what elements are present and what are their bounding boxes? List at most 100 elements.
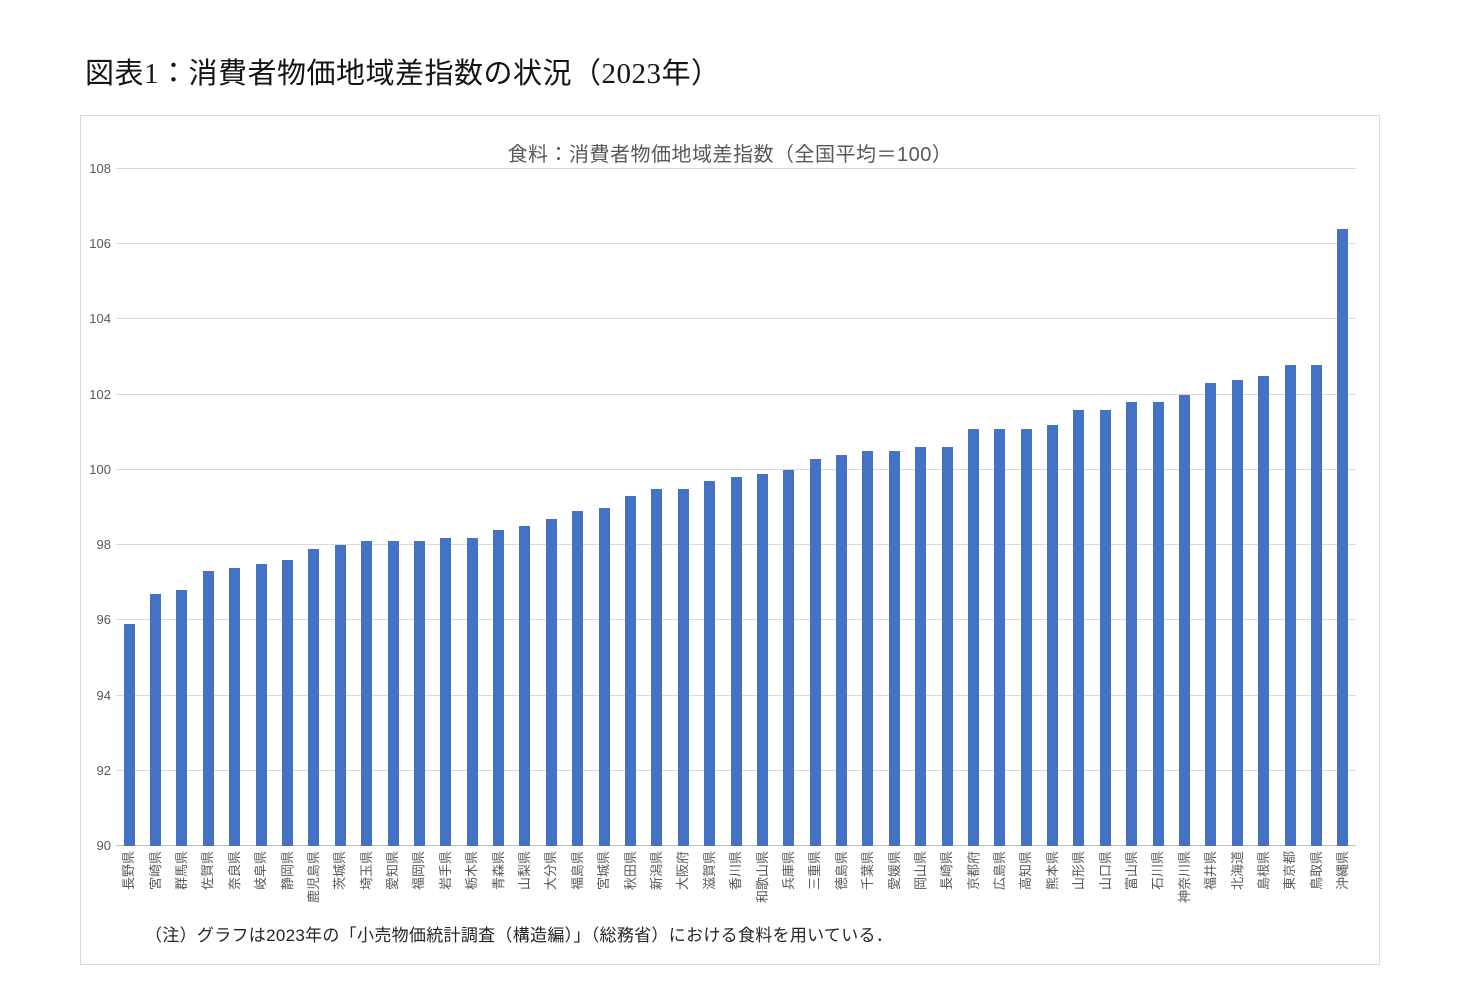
- y-tick-label-102: 102: [89, 386, 111, 402]
- bar-香川県: [730, 477, 742, 846]
- bar-千葉県: [862, 451, 874, 846]
- bar-新潟県: [651, 488, 663, 846]
- plot-area: [116, 168, 1356, 846]
- x-tick-label: 徳島県: [833, 851, 849, 891]
- bar-滋賀県: [704, 481, 716, 846]
- bar-愛媛県: [888, 451, 900, 846]
- x-tick-北海道: 北海道: [1224, 849, 1250, 944]
- x-tick-沖縄県: 沖縄県: [1330, 849, 1356, 944]
- bar-群馬県: [176, 590, 188, 846]
- x-tick-label: 島根県: [1255, 851, 1271, 891]
- x-tick-label: 奈良県: [226, 851, 242, 891]
- x-tick-東京都: 東京都: [1277, 849, 1303, 944]
- x-tick-label: 滋賀県: [701, 851, 717, 891]
- x-tick-label: 宮崎県: [147, 851, 163, 891]
- bar-山梨県: [519, 526, 531, 846]
- y-axis: 90 92 94 96 98 100 102 104 106 108: [83, 161, 111, 853]
- bar-北海道: [1231, 379, 1243, 846]
- x-tick-石川県: 石川県: [1145, 849, 1171, 944]
- chart-frame: 食料：消費者物価地域差指数（全国平均＝100） 90 92 94 96 98 100 102…: [80, 115, 1380, 965]
- x-tick-label: 広島県: [992, 851, 1008, 891]
- x-tick-label: 鳥取県: [1308, 851, 1324, 891]
- x-tick-富山県: 富山県: [1119, 849, 1145, 944]
- bar-埼玉県: [361, 541, 373, 846]
- bar-和歌山県: [756, 473, 768, 846]
- bar-山形県: [1073, 409, 1085, 846]
- x-tick-長崎県: 長崎県: [934, 849, 960, 944]
- x-tick-鳥取県: 鳥取県: [1304, 849, 1330, 944]
- bar-秋田県: [624, 496, 636, 846]
- x-tick-label: 富山県: [1124, 851, 1140, 891]
- bar-茨城県: [334, 545, 346, 846]
- gridline-108: [116, 168, 1356, 169]
- y-tick-label-104: 104: [89, 311, 111, 327]
- x-tick-山形県: 山形県: [1066, 849, 1092, 944]
- gridline-104: [116, 318, 1356, 320]
- y-tick-label-90: 90: [96, 838, 111, 853]
- x-tick-label: 佐賀県: [200, 851, 216, 891]
- bar-青森県: [493, 530, 505, 846]
- x-tick-label: 岡山県: [912, 851, 928, 891]
- gridline-106: [116, 243, 1356, 245]
- bar-鹿児島県: [308, 548, 320, 846]
- x-tick-label: 和歌山県: [754, 851, 770, 904]
- bar-岡山県: [915, 447, 927, 846]
- bar-奈良県: [229, 567, 241, 846]
- x-tick-label: 群馬県: [173, 851, 189, 891]
- bar-愛知県: [387, 541, 399, 846]
- x-tick-label: 青森県: [490, 851, 506, 891]
- x-tick-京都府: 京都府: [961, 849, 987, 944]
- x-tick-福井県: 福井県: [1198, 849, 1224, 944]
- x-tick-label: 福島県: [569, 851, 585, 891]
- bar-栃木県: [466, 537, 478, 846]
- page-title: 図表1：消費者物価地域差指数の状況（2023年）: [85, 58, 721, 90]
- x-tick-label: 東京都: [1282, 851, 1298, 891]
- bar-徳島県: [836, 454, 848, 846]
- gridline-100: [116, 468, 1356, 470]
- bar-石川県: [1152, 402, 1164, 846]
- bar-大分県: [545, 518, 557, 846]
- bar-長野県: [123, 624, 135, 846]
- gridline-102: [116, 393, 1356, 395]
- y-tick-label-94: 94: [96, 687, 111, 703]
- x-tick-label: 新潟県: [649, 851, 664, 891]
- bar-山口県: [1099, 409, 1111, 846]
- x-tick-label: 長野県: [121, 851, 137, 891]
- bar-高知県: [1020, 428, 1032, 846]
- x-tick-label: 福岡県: [411, 851, 427, 891]
- x-tick-label: 山梨県: [517, 851, 533, 891]
- x-tick-label: 山形県: [1071, 851, 1087, 891]
- x-tick-label: 岐阜県: [253, 851, 269, 891]
- x-tick-label: 兵庫県: [780, 851, 796, 891]
- bar-岩手県: [440, 537, 452, 846]
- x-tick-山口県: 山口県: [1092, 849, 1118, 944]
- x-tick-label: 愛知県: [385, 851, 401, 891]
- x-tick-label: 愛媛県: [886, 851, 902, 891]
- x-tick-label: 熊本県: [1044, 851, 1060, 891]
- bar-宮城県: [598, 507, 610, 846]
- bar-佐賀県: [202, 571, 214, 846]
- x-tick-広島県: 広島県: [987, 849, 1013, 944]
- x-tick-label: 山口県: [1097, 851, 1113, 891]
- x-tick-label: 高知県: [1018, 851, 1034, 891]
- x-tick-label: 茨城県: [332, 851, 348, 891]
- x-tick-高知県: 高知県: [1013, 849, 1039, 944]
- bar-神奈川県: [1179, 394, 1190, 846]
- bar-島根県: [1258, 375, 1270, 846]
- x-tick-長野県: 長野県: [116, 849, 142, 944]
- bar-三重県: [809, 458, 821, 846]
- x-tick-神奈川県: 神奈川県: [1172, 849, 1198, 944]
- x-tick-label: 香川県: [728, 851, 744, 891]
- bar-広島県: [994, 428, 1006, 846]
- x-tick-label: 栃木県: [464, 851, 480, 891]
- x-tick-label: 沖縄県: [1335, 851, 1351, 891]
- x-tick-label: 宮城県: [596, 851, 612, 891]
- x-tick-label: 北海道: [1229, 851, 1245, 891]
- chart-title: 食料：消費者物価地域差指数（全国平均＝100）: [507, 144, 953, 166]
- bar-兵庫県: [783, 469, 795, 846]
- x-tick-label: 大阪府: [675, 851, 691, 891]
- chart-note: （注）グラフは2023年の「小売物価統計調査（構造編）」（総務省）における食料を…: [145, 926, 894, 945]
- bar-宮崎県: [150, 594, 162, 846]
- x-tick-label: 静岡県: [279, 851, 295, 891]
- y-tick-label-96: 96: [96, 612, 111, 628]
